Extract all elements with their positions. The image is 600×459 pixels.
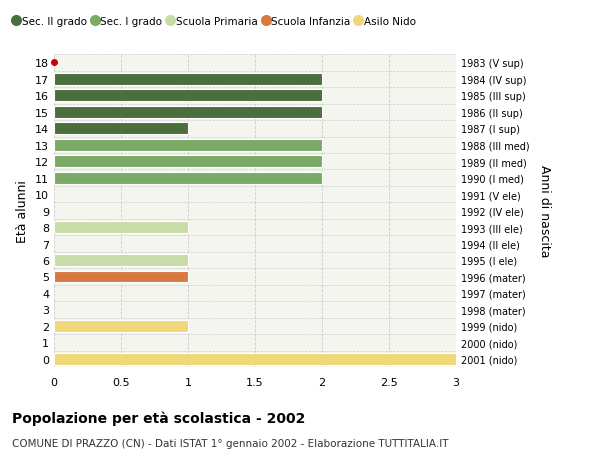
Bar	[54, 74, 322, 86]
Text: Popolazione per età scolastica - 2002: Popolazione per età scolastica - 2002	[12, 411, 305, 425]
Bar	[54, 123, 188, 135]
Legend: Sec. II grado, Sec. I grado, Scuola Primaria, Scuola Infanzia, Asilo Nido: Sec. II grado, Sec. I grado, Scuola Prim…	[14, 17, 416, 27]
Y-axis label: Anni di nascita: Anni di nascita	[538, 165, 551, 257]
Bar	[54, 353, 456, 365]
Bar	[54, 173, 322, 184]
Bar	[54, 254, 188, 266]
Bar	[54, 320, 188, 332]
Bar	[54, 271, 188, 283]
Bar	[54, 106, 322, 118]
Bar	[54, 222, 188, 234]
Bar	[54, 90, 322, 102]
Text: COMUNE DI PRAZZO (CN) - Dati ISTAT 1° gennaio 2002 - Elaborazione TUTTITALIA.IT: COMUNE DI PRAZZO (CN) - Dati ISTAT 1° ge…	[12, 438, 449, 448]
Bar	[54, 156, 322, 168]
Bar	[54, 140, 322, 151]
Y-axis label: Età alunni: Età alunni	[16, 180, 29, 242]
